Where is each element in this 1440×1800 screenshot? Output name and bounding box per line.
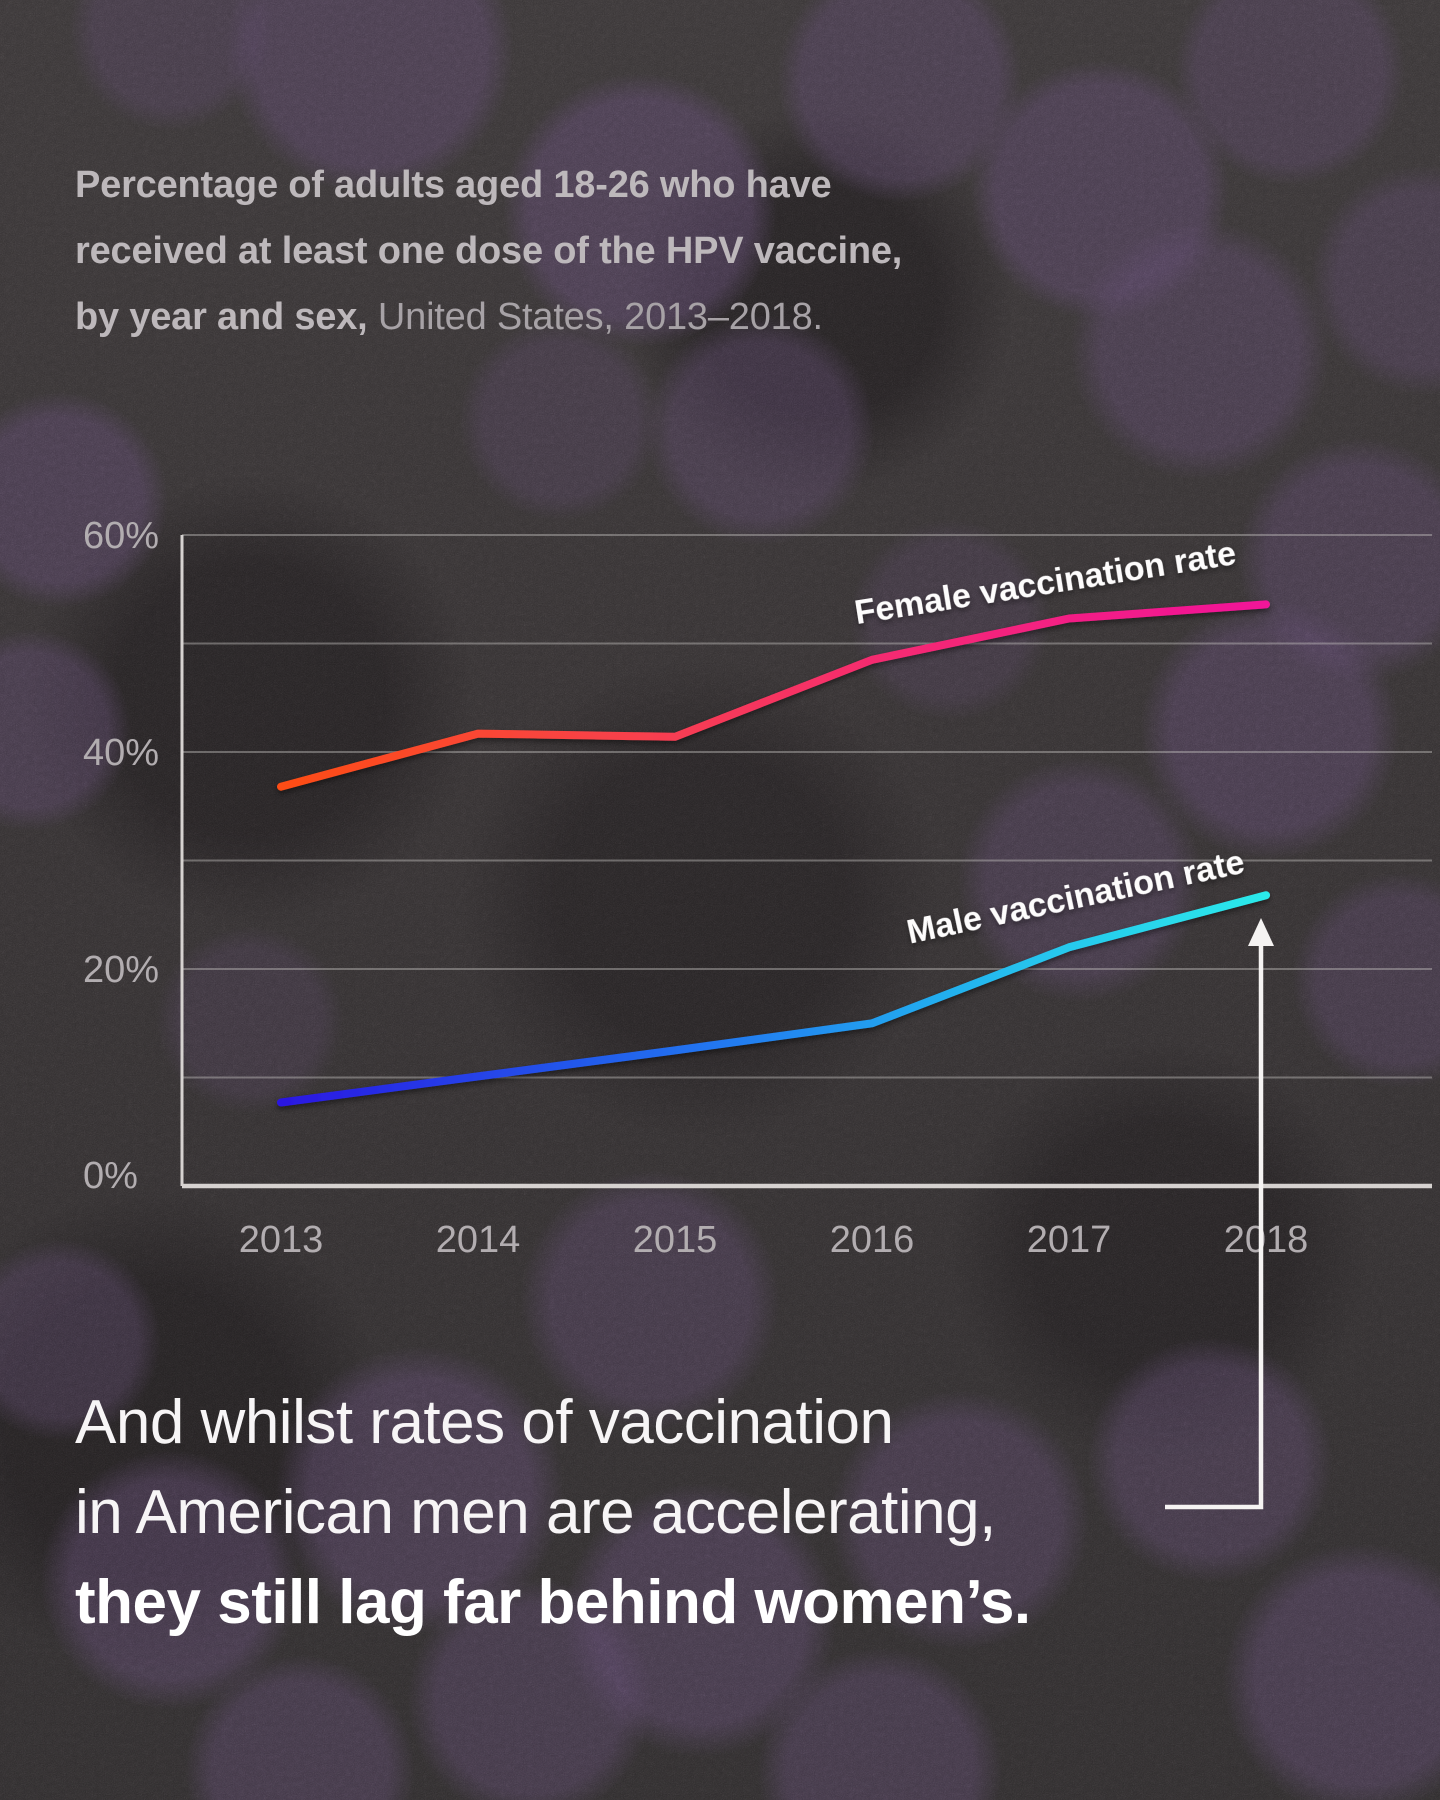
y-tick-label-20: 20% <box>83 949 159 991</box>
title-line-3-regular: United States, 2013–2018. <box>367 296 823 338</box>
y-tick-label-40: 40% <box>83 732 159 774</box>
annotation-arrow-head <box>1248 918 1274 946</box>
female-line <box>277 600 1270 791</box>
caption-line-2: in American men are accelerating, <box>75 1478 996 1547</box>
x-tick-label-2014: 2014 <box>436 1219 521 1261</box>
male-line <box>277 891 1270 1107</box>
x-tick-label-2018: 2018 <box>1224 1219 1309 1261</box>
caption-line-3: they still lag far behind women’s. <box>75 1568 1031 1637</box>
y-tick-label-60: 60% <box>83 515 159 557</box>
chart-title: Percentage of adults aged 18-26 who have… <box>75 152 1075 350</box>
x-tick-label-2017: 2017 <box>1027 1219 1112 1261</box>
title-line-2: received at least one dose of the HPV va… <box>75 230 903 272</box>
annotation-arrow-shaft <box>1165 942 1264 1510</box>
title-line-3-bold: by year and sex, <box>75 296 368 338</box>
x-tick-label-2016: 2016 <box>830 1219 915 1261</box>
y-tick-label-0: 0% <box>83 1155 138 1197</box>
caption-line-1: And whilst rates of vaccination <box>75 1388 894 1457</box>
x-tick-label-2013: 2013 <box>239 1219 324 1261</box>
title-line-3: by year and sex, United States, 2013–201… <box>75 284 1075 350</box>
caption-text: And whilst rates of vaccination in Ameri… <box>75 1378 1175 1648</box>
x-tick-label-2015: 2015 <box>633 1219 718 1261</box>
female-series-label: Female vaccination rate <box>852 534 1239 632</box>
male-series-label: Male vaccination rate <box>904 843 1248 952</box>
title-line-1: Percentage of adults aged 18-26 who have <box>75 164 832 206</box>
